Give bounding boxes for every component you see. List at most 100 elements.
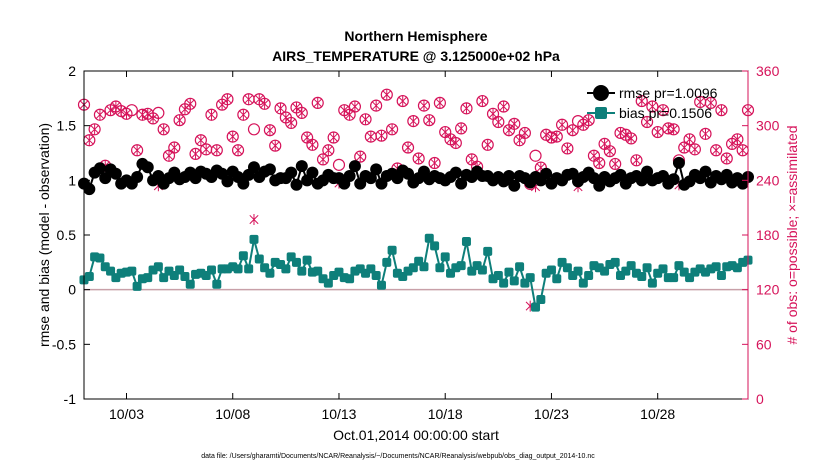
obs-possible-marker — [125, 104, 138, 117]
bias-point — [180, 272, 190, 282]
rmse-point — [237, 177, 250, 190]
y-right-tick-label: 120 — [756, 282, 780, 298]
y-left-tick-label: 0 — [68, 282, 76, 298]
obs-assimilated-marker — [190, 148, 201, 160]
bias-point — [291, 257, 301, 267]
bias-point — [435, 263, 445, 273]
obs-assimilated-marker — [323, 144, 333, 156]
obs-assimilated-marker — [206, 109, 217, 121]
obs-assimilated-marker — [732, 133, 742, 145]
y-right-tick-label: 300 — [756, 118, 780, 134]
bias-point — [562, 263, 572, 273]
rmse-point — [263, 163, 276, 176]
bias-point — [669, 273, 679, 283]
obs-assimilated-marker — [700, 128, 711, 140]
bias-point — [323, 278, 333, 288]
obs-assimilated-marker — [366, 131, 376, 143]
obs-assimilated-marker — [414, 152, 424, 164]
y-left-tick-label: 1 — [68, 172, 76, 188]
obs-assimilated-marker — [329, 132, 339, 144]
obs-assimilated-marker — [658, 104, 668, 116]
rmse-point — [221, 175, 234, 188]
bias-point — [371, 270, 381, 280]
obs-assimilated-marker — [307, 139, 317, 151]
obs-assimilated-marker — [738, 144, 748, 156]
obs-assimilated-marker — [493, 116, 503, 128]
obs-assimilated-marker — [722, 152, 732, 164]
bias-point — [525, 273, 535, 283]
bias-point — [185, 279, 195, 289]
obs-assimilated-marker — [95, 109, 105, 121]
obs-assimilated-marker — [690, 143, 700, 155]
obs-assimilated-marker — [695, 96, 705, 108]
obs-assimilated-marker — [159, 123, 169, 135]
obs-assimilated-marker — [552, 131, 562, 143]
rmse-point — [141, 161, 154, 174]
rmse-point — [540, 167, 553, 180]
bias-point — [509, 276, 519, 286]
obs-assimilated-marker — [499, 101, 509, 113]
bias-point — [642, 263, 652, 273]
obs-assimilated-marker — [212, 144, 222, 156]
bias-point — [419, 262, 429, 272]
rmse-point — [667, 173, 680, 186]
obs-assimilated-marker — [631, 154, 642, 166]
bias-point — [143, 273, 153, 283]
bias-point — [430, 241, 440, 251]
bias-point — [238, 251, 248, 261]
bias-point — [711, 262, 721, 272]
obs-assimilated-marker — [286, 117, 296, 129]
bias-point — [345, 274, 355, 284]
bias-point — [127, 266, 137, 276]
y-left-label: rmse and bias (model - observation) — [36, 123, 52, 347]
bias-point — [499, 278, 509, 288]
bias-point — [578, 278, 588, 288]
obs-assimilated-marker — [408, 115, 418, 127]
obs-assimilated-marker — [584, 114, 594, 126]
obs-assimilated-marker — [244, 93, 254, 105]
bias-point — [153, 262, 163, 272]
rmse-point — [290, 178, 303, 191]
obs-assimilated-marker — [175, 114, 185, 126]
obs-assimilated-marker — [90, 123, 100, 135]
obs-assimilated-marker — [318, 153, 328, 165]
bias-point — [461, 237, 471, 247]
bias-point — [493, 270, 503, 280]
obs-assimilated-marker — [637, 95, 647, 107]
obs-assimilated-marker — [387, 123, 397, 135]
rmse-point — [93, 162, 106, 175]
bias-point — [531, 302, 541, 312]
obs-assimilated-marker — [711, 144, 721, 156]
bias-point — [440, 252, 450, 262]
rmse-point — [364, 172, 377, 185]
obs-assimilated-marker — [360, 113, 371, 125]
obs-assimilated-marker — [642, 116, 652, 128]
obs-assimilated-marker — [520, 127, 530, 139]
bias-point — [297, 266, 307, 276]
rmse-point — [508, 179, 521, 192]
obs-assimilated-marker — [562, 142, 572, 154]
y-right-tick-label: 0 — [756, 391, 764, 407]
obs-assimilated-marker — [382, 89, 392, 101]
obs-assimilated-marker — [313, 97, 323, 109]
obs-assimilated-marker — [376, 130, 387, 142]
obs-assimilated-marker — [424, 114, 434, 126]
y-right-label: # of obs: o=possible; ×=assimilated — [784, 125, 800, 344]
bias-point — [376, 280, 386, 290]
rmse-point — [672, 156, 685, 169]
bias-point — [552, 274, 562, 284]
rmse-point — [348, 160, 361, 173]
obs-assimilated-marker — [297, 107, 307, 119]
bias-point — [716, 270, 726, 280]
bias-point — [212, 279, 222, 289]
obs-assimilated-marker — [403, 142, 413, 154]
x-tick-label: 10/13 — [321, 406, 356, 422]
bias-point — [610, 257, 620, 267]
bias-point — [626, 261, 636, 271]
x-tick-label: 10/28 — [640, 406, 675, 422]
obs-assimilated-marker — [260, 98, 270, 110]
bias-point — [281, 264, 291, 274]
rmse-point — [306, 166, 319, 179]
obs-assimilated-marker — [196, 134, 206, 146]
